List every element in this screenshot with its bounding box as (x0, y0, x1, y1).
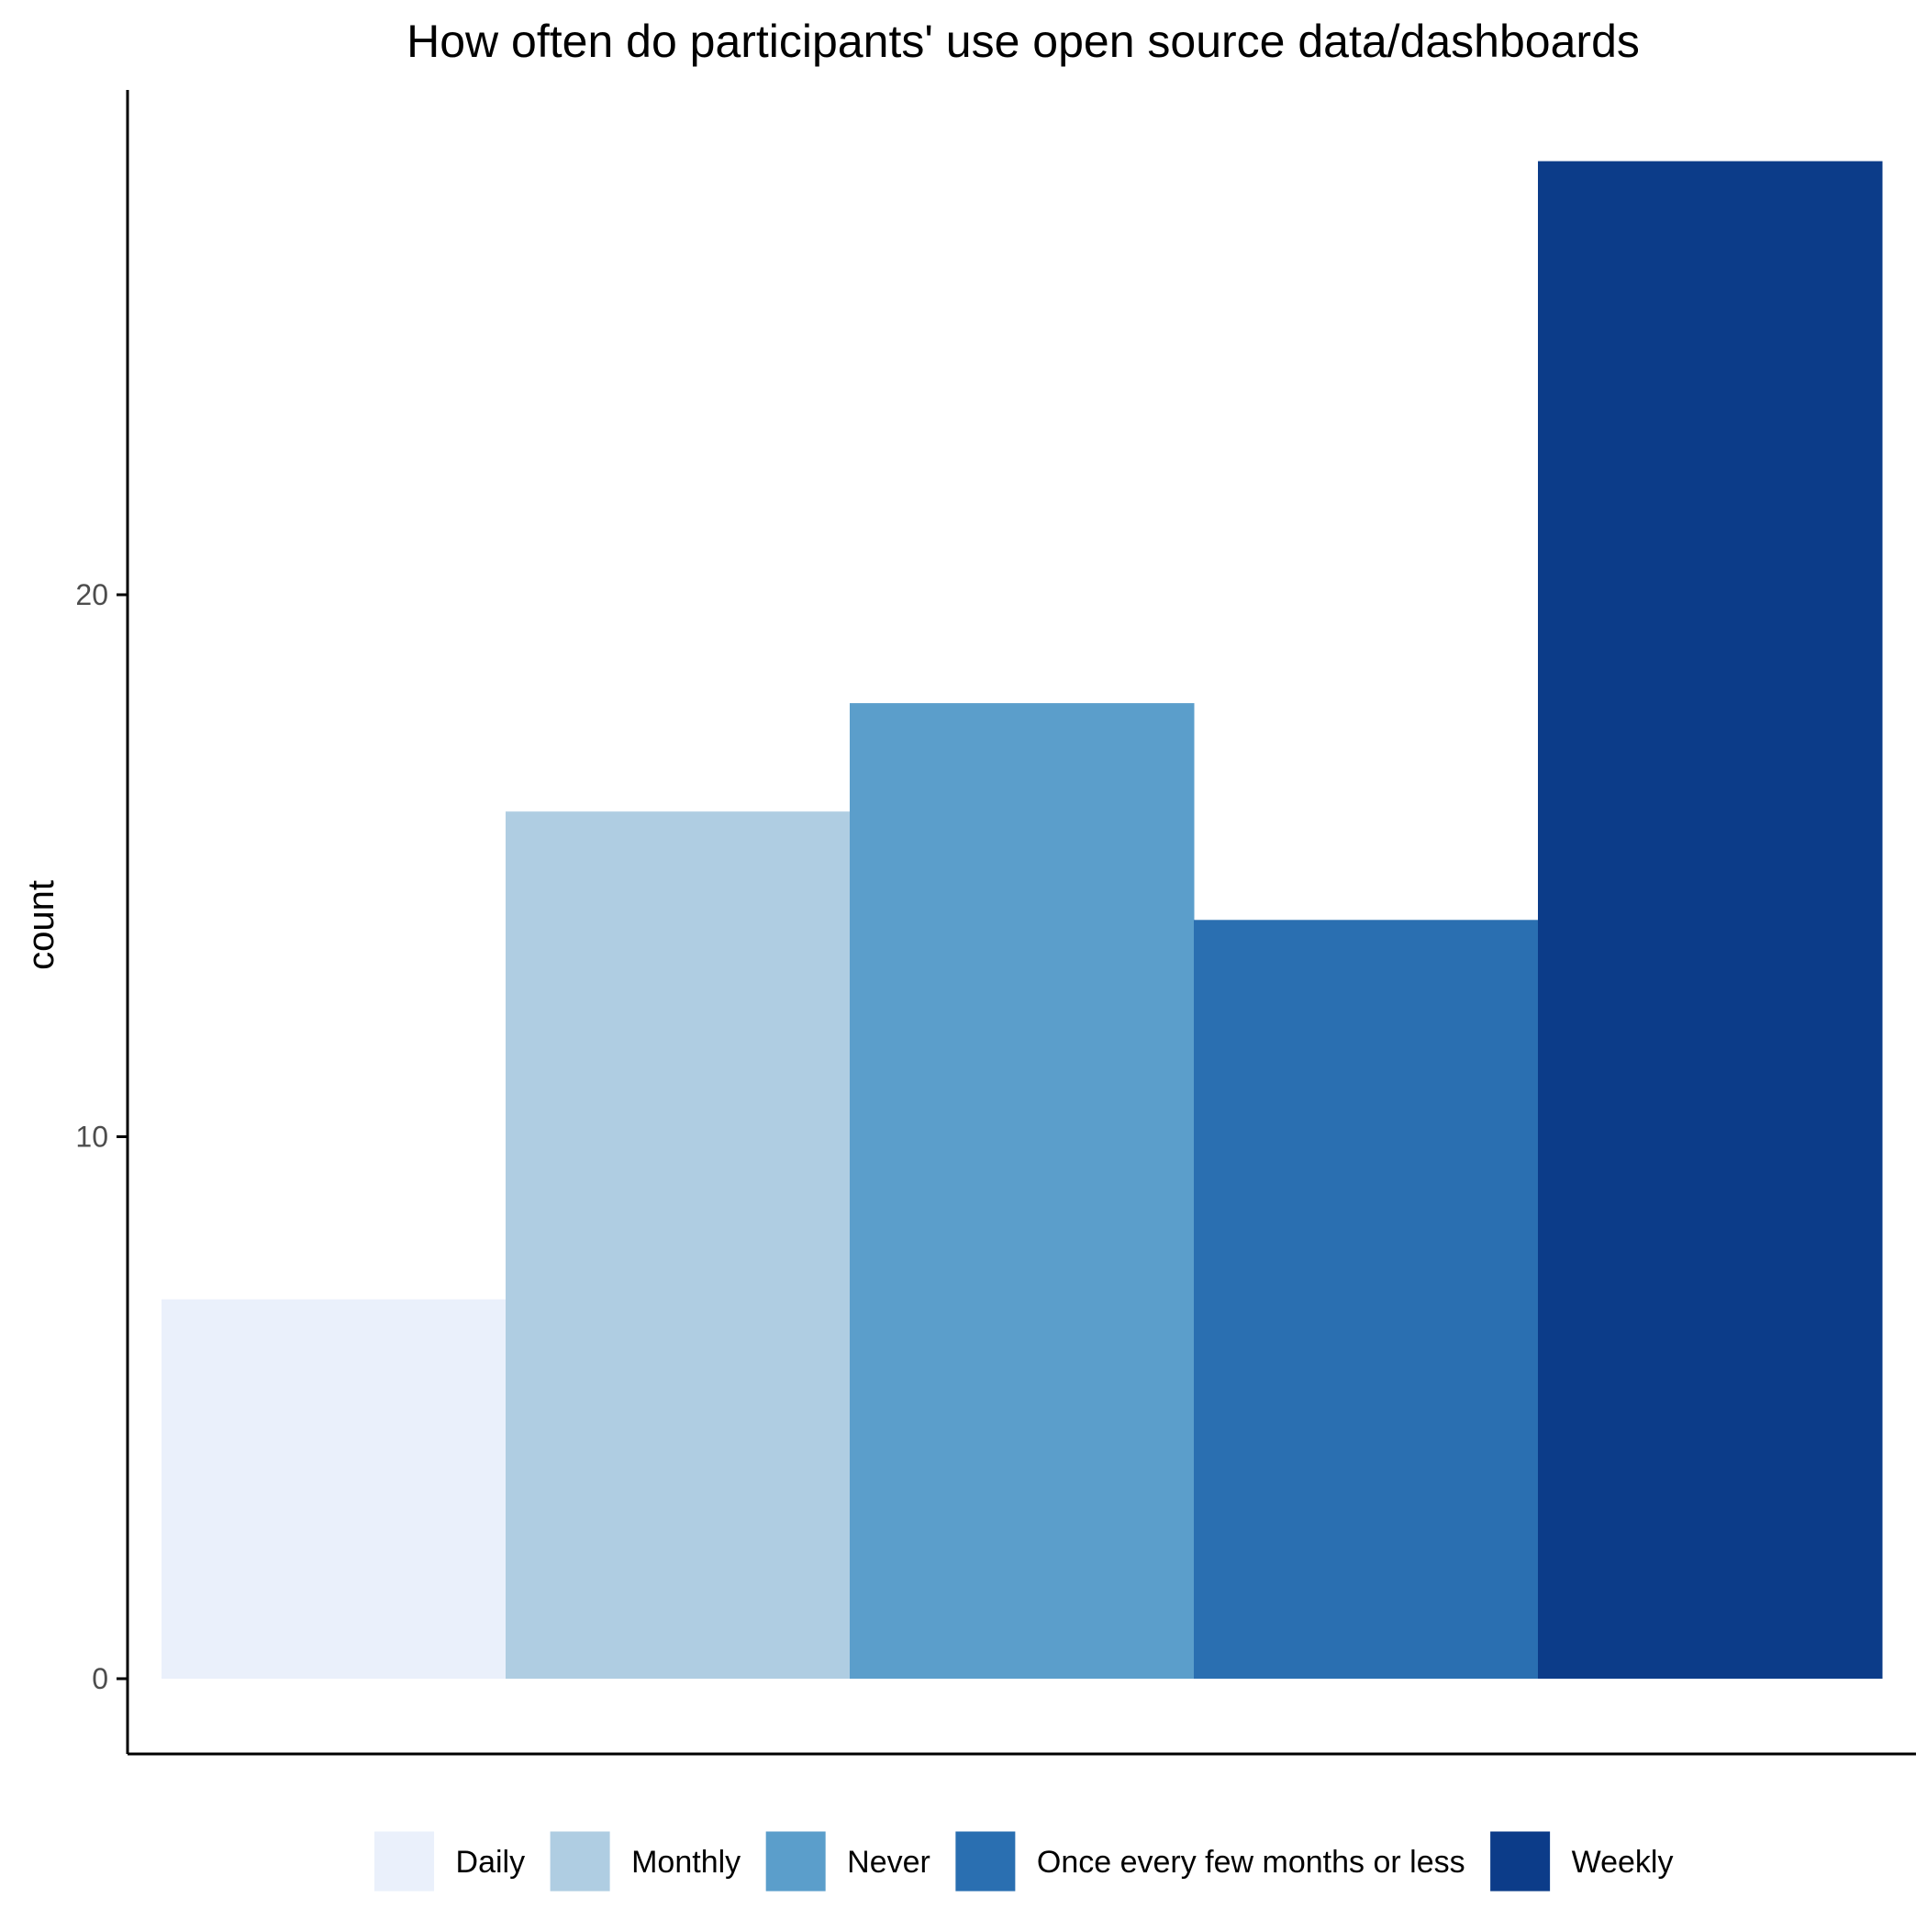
bar-weekly (1538, 161, 1883, 1680)
bar-once-every-few-months-or-less (1194, 920, 1539, 1679)
legend: Daily Monthly Never Once every few months o… (372, 1828, 1674, 1894)
legend-key (952, 1828, 1019, 1894)
y-axis-ticks: 0 10 20 (75, 578, 128, 1695)
legend-key (547, 1828, 613, 1894)
legend-label: Monthly (631, 1845, 741, 1880)
legend-item-never: Never (763, 1828, 930, 1894)
legend-item-weekly: Weekly (1487, 1828, 1674, 1894)
bar-daily (162, 1299, 507, 1679)
chart-title: How often do participants' use open sour… (407, 16, 1640, 67)
legend-label: Once every few months or less (1037, 1845, 1465, 1880)
y-tick-label: 0 (92, 1662, 108, 1695)
legend-label: Never (847, 1845, 930, 1880)
legend-key (1487, 1828, 1554, 1894)
y-axis-label: count (21, 880, 61, 970)
y-tick-label: 10 (75, 1121, 108, 1154)
legend-key (763, 1828, 829, 1894)
legend-item-monthly: Monthly (547, 1828, 741, 1894)
y-tick-label: 20 (75, 578, 108, 611)
bar-never (850, 703, 1195, 1679)
legend-item-daily: Daily (372, 1828, 526, 1894)
legend-item-once-every-few-months-or-less: Once every few months or less (952, 1828, 1465, 1894)
legend-label: Daily (456, 1845, 526, 1880)
bar-monthly (506, 811, 851, 1679)
legend-key (372, 1828, 438, 1894)
legend-label: Weekly (1572, 1845, 1674, 1880)
bars-layer (162, 161, 1883, 1680)
